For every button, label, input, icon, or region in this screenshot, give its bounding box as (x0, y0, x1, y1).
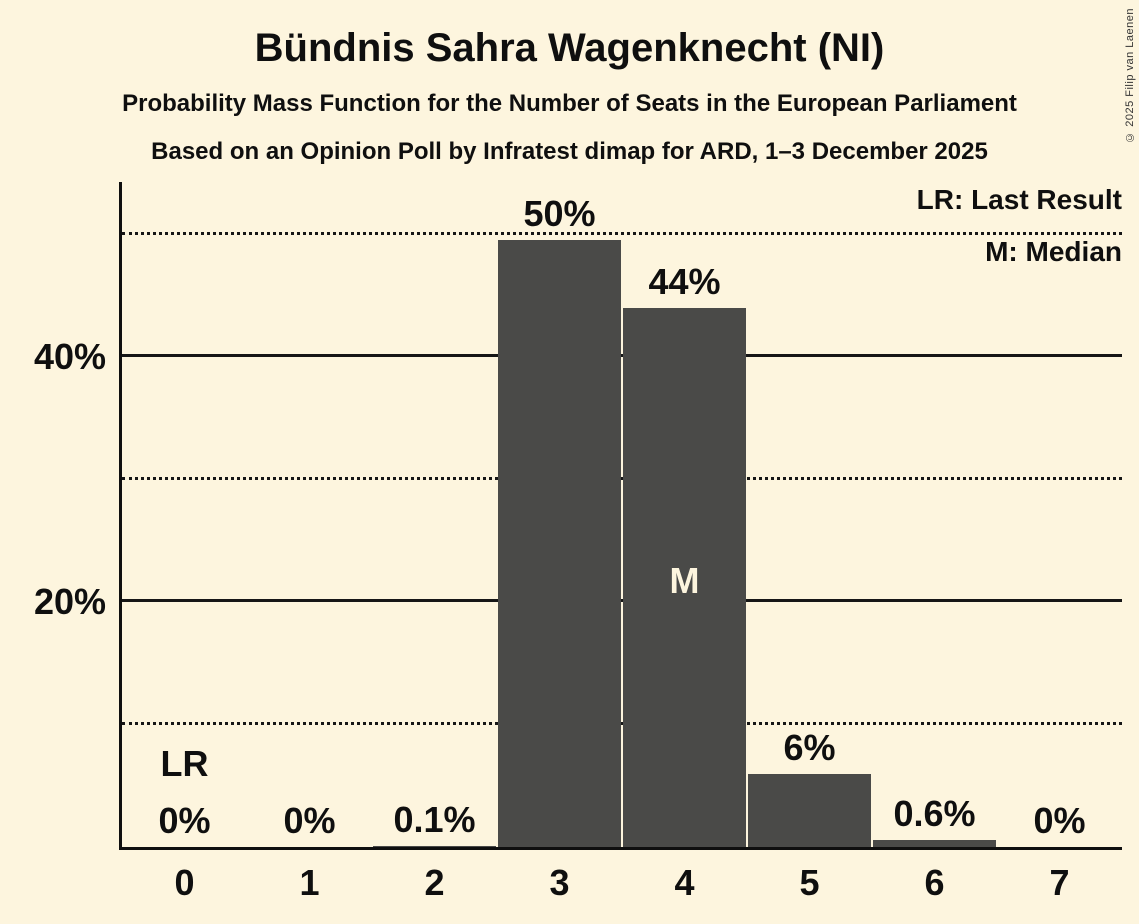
chart-subtitle: Probability Mass Function for the Number… (122, 90, 1017, 117)
legend-last-result: LR: Last Result (916, 184, 1122, 215)
bar-value-label-seats-7: 0% (1033, 800, 1086, 841)
annotation-lr: LR (160, 743, 209, 784)
annotation-m: M (669, 559, 700, 601)
bar-value-label-seats-2: 0.1% (393, 798, 476, 840)
gridline-solid-40pct (122, 354, 1122, 358)
bar-value-label-seats-1: 0% (283, 800, 336, 841)
bar-seats-3 (498, 239, 621, 847)
bar-value-label-seats-0: 0% (158, 800, 211, 841)
bar-value-label-seats-3: 50% (523, 192, 596, 234)
x-axis-tick-label-7: 7 (1049, 862, 1070, 903)
gridline-dotted-10pct (122, 721, 1122, 725)
gridline-solid-20pct (122, 599, 1122, 603)
y-axis-tick-label-40: 40% (33, 336, 106, 378)
chart-source-line: Based on an Opinion Poll by Infratest di… (151, 138, 988, 165)
y-axis-tick-label-20: 20% (33, 581, 106, 623)
x-axis-tick-label-0: 0 (174, 862, 195, 903)
copyright-notice: © 2025 Filip van Laenen (1124, 8, 1136, 143)
bar-seats-4 (623, 308, 746, 847)
x-axis-tick-label-3: 3 (549, 862, 570, 903)
bar-value-label-seats-4: 44% (648, 261, 721, 303)
plot-area: 20% 40% 0% 0 0% 1 0.1% 2 50% 3 44% 4 6% 5 0.6% 6 0% 7 LR M (34, 182, 1122, 903)
gridline-dotted-30pct (122, 476, 1122, 480)
x-axis-tick-label-6: 6 (924, 862, 945, 903)
gridline-dotted-50pct (122, 231, 1122, 235)
x-axis-tick-label-5: 5 (799, 862, 820, 903)
bar-value-label-seats-5: 6% (783, 726, 836, 768)
x-axis-tick-label-1: 1 (299, 862, 320, 903)
bar-seats-2 (373, 845, 496, 847)
chart-title: Bündnis Sahra Wagenknecht (NI) (254, 26, 885, 70)
bar-seats-6 (873, 839, 996, 847)
x-axis-tick-label-4: 4 (674, 862, 695, 903)
x-axis-tick-label-2: 2 (424, 862, 445, 903)
legend-median: M: Median (985, 236, 1122, 267)
bar-seats-5 (748, 773, 871, 847)
bar-value-label-seats-6: 0.6% (893, 792, 976, 834)
